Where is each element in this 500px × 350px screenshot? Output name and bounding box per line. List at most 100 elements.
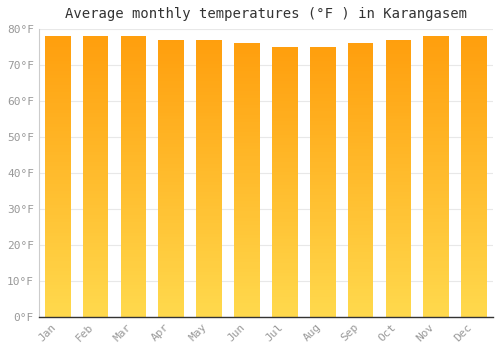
Bar xyxy=(386,116,411,119)
Bar xyxy=(45,292,70,296)
Bar xyxy=(462,110,487,113)
Bar xyxy=(462,204,487,208)
Bar xyxy=(120,268,146,271)
Bar xyxy=(45,78,70,82)
Bar xyxy=(424,138,449,141)
Bar xyxy=(158,50,184,54)
Bar xyxy=(158,126,184,130)
Bar xyxy=(462,289,487,292)
Bar xyxy=(310,47,336,50)
Bar xyxy=(234,91,260,95)
Bar xyxy=(82,232,108,236)
Bar xyxy=(82,113,108,117)
Bar xyxy=(310,195,336,199)
Bar xyxy=(386,282,411,286)
Bar xyxy=(120,247,146,250)
Title: Average monthly temperatures (°F ) in Karangasem: Average monthly temperatures (°F ) in Ka… xyxy=(65,7,467,21)
Bar xyxy=(386,106,411,109)
Bar xyxy=(158,185,184,189)
Bar xyxy=(45,225,70,229)
Bar xyxy=(272,290,297,293)
Bar xyxy=(196,144,222,147)
Bar xyxy=(158,144,184,147)
Bar xyxy=(82,173,108,176)
Bar xyxy=(424,166,449,169)
Bar xyxy=(120,96,146,99)
Bar xyxy=(310,229,336,232)
Bar xyxy=(462,40,487,43)
Bar xyxy=(158,296,184,300)
Bar xyxy=(45,296,70,299)
Bar xyxy=(348,105,374,108)
Bar xyxy=(272,205,297,209)
Bar xyxy=(234,163,260,167)
Bar xyxy=(82,36,108,40)
Bar xyxy=(45,250,70,254)
Bar xyxy=(82,292,108,296)
Bar xyxy=(272,108,297,111)
Bar xyxy=(158,106,184,109)
Bar xyxy=(386,258,411,261)
Bar xyxy=(348,221,374,225)
Bar xyxy=(82,229,108,233)
Bar xyxy=(310,67,336,71)
Bar xyxy=(196,168,222,172)
Bar xyxy=(82,187,108,190)
Bar xyxy=(196,78,222,82)
Bar xyxy=(196,106,222,109)
Bar xyxy=(272,128,297,131)
Bar xyxy=(82,271,108,275)
Bar xyxy=(272,300,297,303)
Bar xyxy=(424,106,449,110)
Bar xyxy=(462,103,487,106)
Bar xyxy=(45,152,70,155)
Bar xyxy=(45,75,70,78)
Bar xyxy=(462,282,487,285)
Bar xyxy=(120,194,146,197)
Bar xyxy=(386,168,411,172)
Bar xyxy=(120,124,146,127)
Bar xyxy=(120,303,146,306)
Bar xyxy=(386,119,411,123)
Bar xyxy=(462,134,487,138)
Bar xyxy=(120,257,146,261)
Bar xyxy=(310,256,336,259)
Bar xyxy=(158,237,184,241)
Bar xyxy=(348,201,374,204)
Bar xyxy=(234,211,260,214)
Bar xyxy=(158,199,184,203)
Bar xyxy=(120,166,146,169)
Bar xyxy=(310,61,336,64)
Bar xyxy=(234,218,260,221)
Bar xyxy=(462,47,487,50)
Bar xyxy=(386,199,411,203)
Bar xyxy=(462,50,487,54)
Bar xyxy=(234,71,260,74)
Bar xyxy=(82,183,108,187)
Bar xyxy=(348,272,374,276)
Bar xyxy=(310,77,336,81)
Bar xyxy=(310,108,336,111)
Bar xyxy=(310,253,336,256)
Bar xyxy=(386,296,411,300)
Bar xyxy=(386,223,411,227)
Bar xyxy=(82,264,108,268)
Bar xyxy=(424,187,449,190)
Bar xyxy=(196,150,222,154)
Bar xyxy=(234,105,260,108)
Bar xyxy=(272,178,297,182)
Bar xyxy=(310,307,336,310)
Bar xyxy=(158,43,184,47)
Bar xyxy=(424,110,449,113)
Bar xyxy=(462,187,487,190)
Bar xyxy=(272,249,297,253)
Bar xyxy=(82,194,108,197)
Bar xyxy=(424,201,449,205)
Bar xyxy=(348,313,374,317)
Bar xyxy=(348,57,374,61)
Bar xyxy=(310,118,336,121)
Bar xyxy=(386,147,411,150)
Bar xyxy=(45,162,70,166)
Bar xyxy=(386,192,411,196)
Bar xyxy=(234,61,260,64)
